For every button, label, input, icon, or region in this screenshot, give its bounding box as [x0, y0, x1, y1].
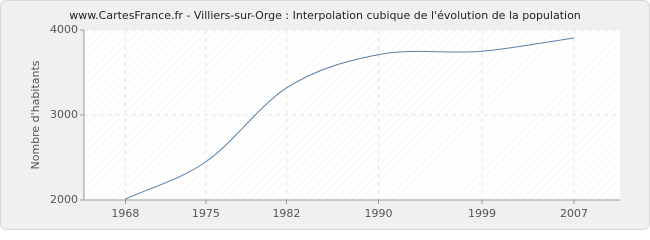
data-line [125, 37, 575, 200]
y-tick-label: 3000 [50, 108, 78, 121]
x-tick-label: 1982 [272, 207, 300, 220]
x-tick-label: 1968 [111, 207, 139, 220]
chart: www.CartesFrance.fr - Villiers-sur-Orge … [0, 0, 650, 230]
x-tick-label: 1999 [468, 207, 496, 220]
page: {"chart_data": {"type": "line", "title":… [0, 0, 650, 230]
y-tick-label: 2000 [50, 193, 78, 206]
x-tick-label: 1975 [192, 207, 220, 220]
y-axis-label: Nombre d'habitants [29, 60, 42, 169]
chart-title: www.CartesFrance.fr - Villiers-sur-Orge … [69, 9, 581, 22]
x-tick-label: 1990 [364, 207, 392, 220]
y-tick-label: 4000 [50, 23, 78, 36]
x-tick-label: 2007 [560, 207, 588, 220]
